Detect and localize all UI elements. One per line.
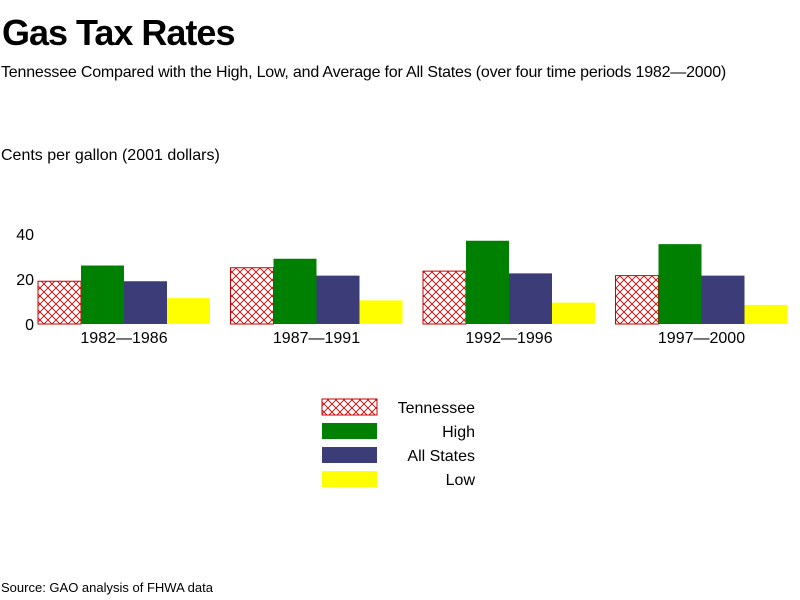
y-tick-label: 20 — [16, 272, 34, 289]
legend-label-high: High — [442, 424, 475, 441]
legend: Tennessee High All States Low — [321, 398, 476, 489]
bar-all_states-0 — [124, 281, 167, 324]
legend-swatch-high — [322, 423, 377, 439]
source-note: Source: GAO analysis of FHWA data — [1, 580, 213, 595]
y-axis-label: Cents per gallon (2001 dollars) — [1, 147, 220, 164]
bar-low-3 — [744, 304, 788, 324]
chart-subtitle: Tennessee Compared with the High, Low, a… — [1, 64, 727, 81]
bar-high-2 — [466, 240, 509, 324]
bar-all_states-2 — [509, 273, 552, 324]
bar-all_states-1 — [316, 275, 360, 324]
legend-swatch-all_states — [322, 447, 377, 463]
bar-low-2 — [552, 302, 595, 324]
x-tick-label: 1992—1996 — [465, 330, 552, 347]
bar-tennessee-3 — [615, 275, 659, 325]
x-tick-label: 1997—2000 — [658, 330, 745, 347]
legend-swatch-low — [322, 471, 377, 487]
y-tick-label: 40 — [16, 227, 34, 244]
y-tick-label: 0 — [25, 317, 34, 334]
x-tick-label: 1982—1986 — [80, 330, 167, 347]
legend-swatch-tennessee — [321, 398, 378, 416]
bar-high-1 — [273, 258, 317, 324]
bars-group — [37, 240, 788, 325]
legend-label-low: Low — [446, 472, 476, 489]
bar-low-0 — [167, 298, 210, 324]
legend-label-tennessee: Tennessee — [398, 400, 475, 417]
bar-tennessee-2 — [422, 270, 467, 325]
bar-all_states-3 — [701, 275, 745, 324]
bar-tennessee-0 — [37, 280, 82, 325]
chart-title: Gas Tax Rates — [2, 12, 235, 53]
legend-label-all_states: All States — [407, 448, 475, 465]
x-axis-labels: 1982—1986 1987—1991 1992—1996 1997—2000 — [80, 330, 745, 347]
bar-high-0 — [81, 265, 124, 324]
bar-low-1 — [359, 300, 403, 324]
y-axis: 0 20 40 — [16, 227, 34, 334]
bar-high-3 — [658, 244, 702, 324]
bar-tennessee-1 — [230, 267, 274, 325]
x-tick-label: 1987—1991 — [273, 330, 360, 347]
